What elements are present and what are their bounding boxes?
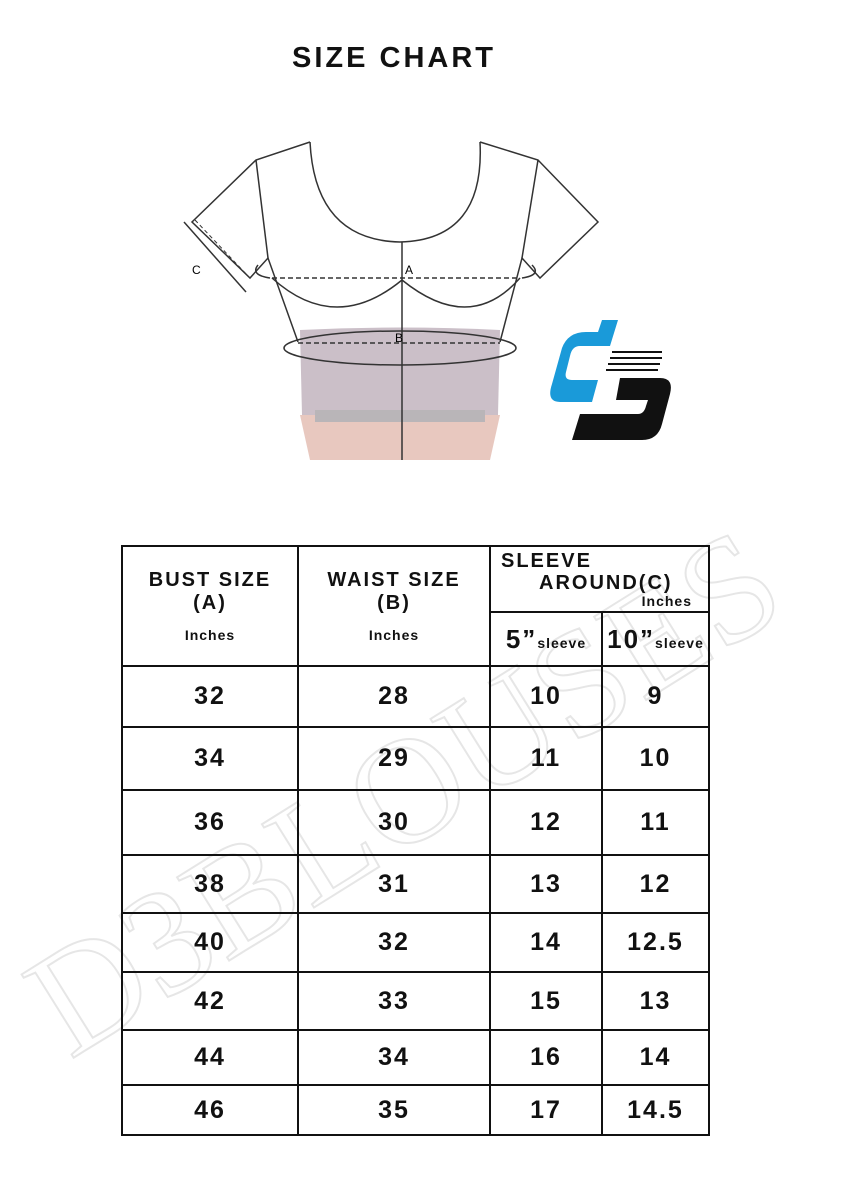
bust-cell: 36 bbox=[121, 789, 299, 856]
header-sleeve: SLEEVE AROUND(C) Inches bbox=[489, 545, 710, 613]
bust-cell: 32 bbox=[121, 665, 299, 728]
sleeve-5-cell: 10 bbox=[489, 665, 603, 728]
table-row: 46 35 17 14.5 bbox=[121, 1084, 710, 1136]
table-row: 40 32 14 12.5 bbox=[121, 912, 710, 973]
header-waist: WAIST SIZE (B) Inches bbox=[297, 545, 491, 667]
bust-cell: 42 bbox=[121, 971, 299, 1031]
table-row: 32 28 10 9 bbox=[121, 665, 710, 728]
table-row: 34 29 11 10 bbox=[121, 726, 710, 791]
bust-cell: 46 bbox=[121, 1084, 299, 1136]
page-title: SIZE CHART bbox=[292, 42, 496, 74]
sleeve-5-cell: 13 bbox=[489, 854, 603, 914]
sleeve-5-cell: 12 bbox=[489, 789, 603, 856]
waist-cell: 29 bbox=[297, 726, 491, 791]
sleeve-5-cell: 11 bbox=[489, 726, 603, 791]
label-c: C bbox=[192, 263, 201, 277]
header-sleeve-10: 10”sleeve bbox=[601, 611, 710, 667]
sleeve-10-cell: 11 bbox=[601, 789, 710, 856]
sleeve-5-cell: 16 bbox=[489, 1029, 603, 1086]
label-a: A bbox=[405, 263, 413, 277]
sleeve-10-cell: 12 bbox=[601, 854, 710, 914]
size-table: BUST SIZE (A) Inches WAIST SIZE (B) Inches… bbox=[121, 545, 710, 1136]
waist-cell: 30 bbox=[297, 789, 491, 856]
bust-cell: 38 bbox=[121, 854, 299, 914]
sleeve-10-cell: 10 bbox=[601, 726, 710, 791]
sleeve-10-cell: 9 bbox=[601, 665, 710, 728]
sleeve-10-cell: 14.5 bbox=[601, 1084, 710, 1136]
waist-cell: 34 bbox=[297, 1029, 491, 1086]
sleeve-10-cell: 14 bbox=[601, 1029, 710, 1086]
waist-cell: 28 bbox=[297, 665, 491, 728]
brand-logo bbox=[550, 320, 671, 440]
bust-cell: 40 bbox=[121, 912, 299, 973]
label-b: B bbox=[395, 331, 403, 345]
sleeve-10-cell: 13 bbox=[601, 971, 710, 1031]
waist-cell: 33 bbox=[297, 971, 491, 1031]
header-bust: BUST SIZE (A) Inches bbox=[121, 545, 299, 667]
sleeve-5-cell: 17 bbox=[489, 1084, 603, 1136]
header-sleeve-5: 5”sleeve bbox=[489, 611, 603, 667]
table-row: 38 31 13 12 bbox=[121, 854, 710, 914]
waist-cell: 31 bbox=[297, 854, 491, 914]
sleeve-5-cell: 14 bbox=[489, 912, 603, 973]
table-row: 44 34 16 14 bbox=[121, 1029, 710, 1086]
sleeve-5-cell: 15 bbox=[489, 971, 603, 1031]
sleeve-10-cell: 12.5 bbox=[601, 912, 710, 973]
bust-cell: 44 bbox=[121, 1029, 299, 1086]
table-row: 42 33 15 13 bbox=[121, 971, 710, 1031]
table-row: 36 30 12 11 bbox=[121, 789, 710, 856]
bust-cell: 34 bbox=[121, 726, 299, 791]
blouse-diagram: A B C bbox=[183, 141, 600, 460]
waist-cell: 35 bbox=[297, 1084, 491, 1136]
waist-cell: 32 bbox=[297, 912, 491, 973]
